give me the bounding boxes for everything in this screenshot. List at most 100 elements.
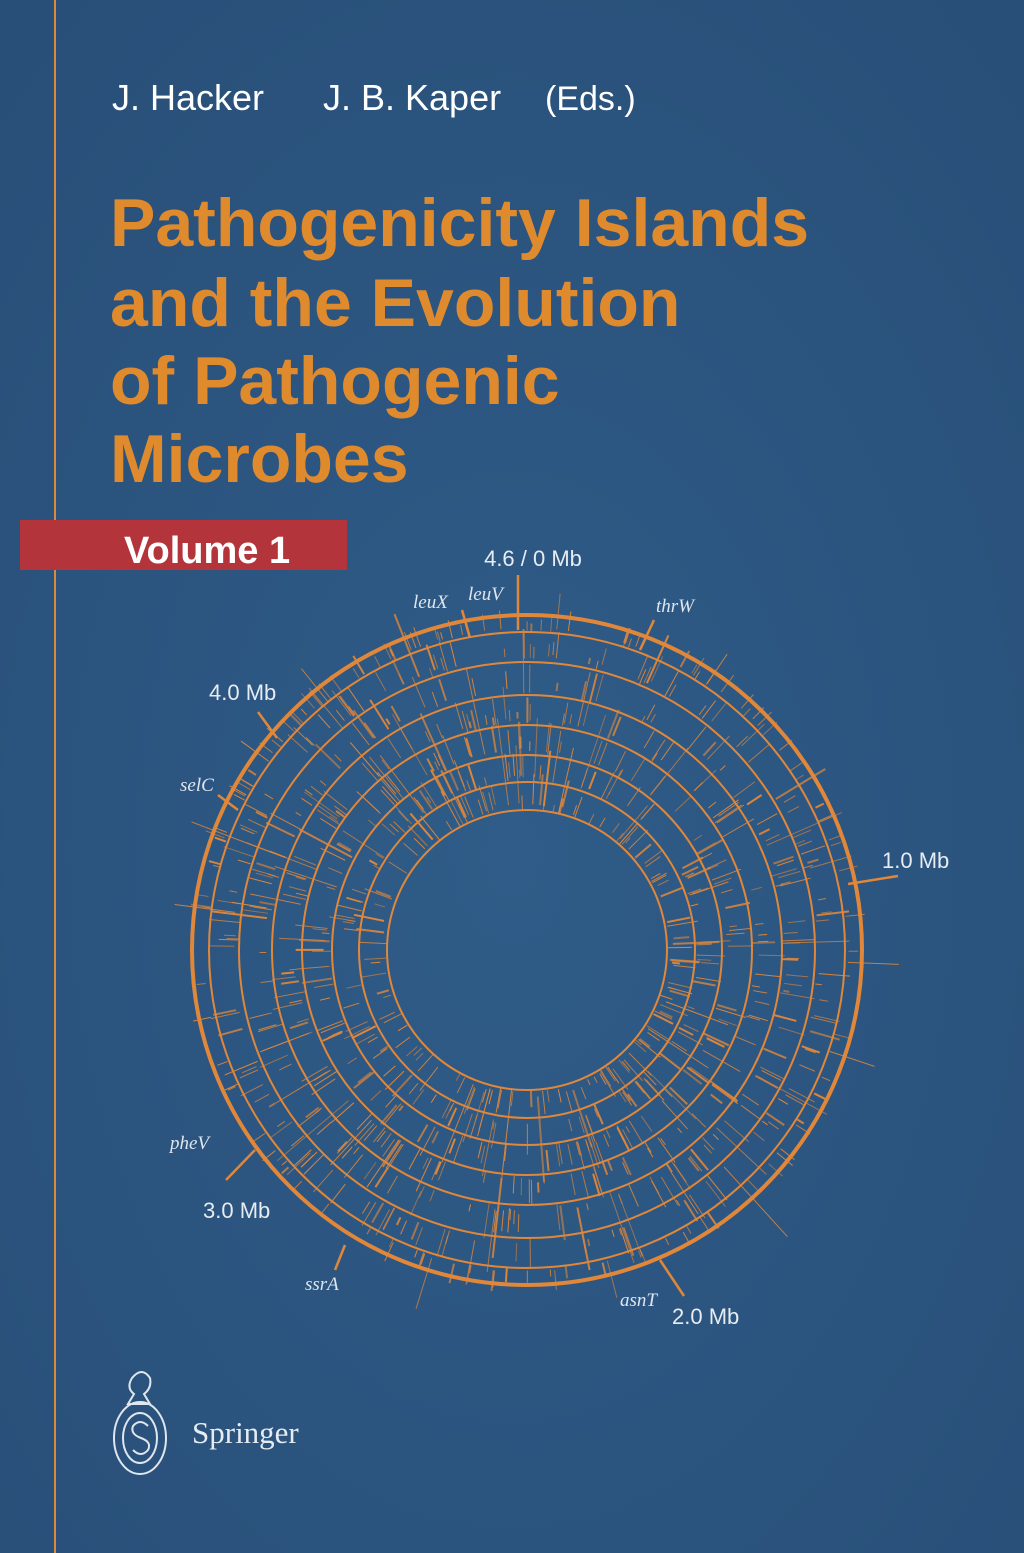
feature-tick [719,765,726,771]
feature-tick [628,1052,652,1076]
feature-tick [448,1138,456,1154]
feature-tick [754,1000,770,1006]
feature-tick [320,847,346,861]
feature-tick [381,759,390,770]
feature-tick [622,1162,629,1175]
feature-tick [463,736,471,756]
feature-tick [637,1250,642,1258]
feature-tick [683,1024,699,1033]
feature-tick [262,1150,276,1162]
feature-tick [444,776,465,819]
feature-tick [558,747,574,813]
feature-tick [315,1107,323,1114]
feature-tick [223,934,236,937]
feature-tick [696,954,726,957]
feature-tick [789,762,803,772]
feature-tick [768,1163,783,1177]
feature-tick [595,674,604,702]
feature-tick [352,655,365,675]
feature-tick [572,1089,593,1148]
feature-tick [218,1027,243,1037]
feature-tick [592,1173,601,1197]
feature-tick [760,1066,786,1080]
feature-tick [568,1118,573,1132]
feature-tick [317,805,338,820]
feature-tick [545,1150,549,1169]
feature-tick [320,1203,330,1215]
feature-tick [600,771,615,800]
feature-tick [672,940,720,945]
feature-tick [289,1021,309,1030]
feature-tick [590,1135,601,1163]
feature-tick [674,796,691,812]
feature-tick [777,1098,789,1105]
feature-tick [385,1143,403,1169]
feature-tick [576,1207,591,1271]
feature-tick [783,989,790,993]
feature-tick [409,812,434,841]
feature-tick [398,1105,404,1112]
feature-tick [375,672,387,692]
position-label: 4.6 / 0 Mb [484,546,582,571]
feature-tick [370,961,381,964]
feature-tick [416,799,424,810]
feature-tick [380,789,395,805]
feature-tick [681,866,699,876]
feature-tick [664,670,680,698]
feature-tick [619,805,648,840]
feature-tick [635,635,641,647]
feature-tick [420,781,438,808]
feature-tick [351,1025,377,1039]
feature-tick [345,1021,368,1032]
feature-tick [275,1071,328,1104]
feature-tick [391,659,405,685]
feature-tick [271,739,282,748]
feature-tick [403,842,418,856]
feature-tick [807,858,819,864]
editors-note: (Eds.) [545,80,636,118]
feature-tick [240,740,269,762]
feature-tick [665,1237,670,1246]
feature-tick [845,913,865,917]
feature-tick [616,832,624,842]
feature-tick [670,1171,699,1215]
feature-tick [821,1076,831,1082]
feature-tick [669,1086,688,1105]
feature-tick [567,611,572,632]
feature-tick [215,827,228,833]
feature-tick [762,721,778,736]
feature-tick [366,1228,371,1235]
feature-tick [721,889,733,894]
feature-tick [598,742,608,766]
feature-tick [580,680,588,701]
feature-tick [496,718,509,806]
feature-tick [623,631,629,647]
feature-tick [780,881,791,885]
feature-tick [240,827,255,835]
feature-tick [644,849,664,864]
feature-tick [686,726,707,752]
feature-tick [372,1048,388,1059]
feature-tick [600,1069,612,1087]
feature-tick [622,1091,633,1106]
feature-tick [211,910,268,920]
feature-tick [445,1105,453,1119]
feature-tick [690,903,699,907]
feature-tick [569,714,573,725]
feature-tick [687,1005,695,1010]
feature-tick [379,1011,395,1020]
feature-tick [758,1076,828,1115]
feature-tick [380,1133,392,1148]
title-line: Microbes [110,421,409,497]
feature-tick [288,712,303,727]
feature-tick [295,811,302,817]
feature-tick [504,1268,508,1283]
feature-tick [452,1135,464,1164]
feature-tick [223,846,254,858]
feature-tick [463,1086,476,1114]
feature-tick [724,1120,749,1143]
feature-tick [616,1125,626,1142]
feature-tick [240,1084,264,1097]
feature-tick [382,786,398,804]
